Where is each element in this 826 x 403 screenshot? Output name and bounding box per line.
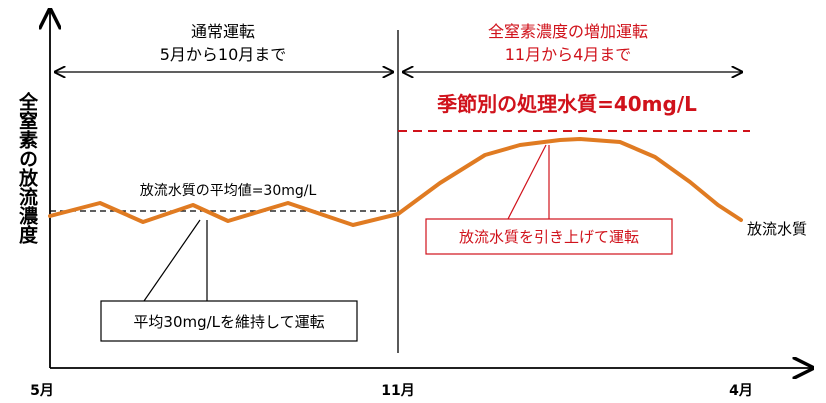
maintain-callout-box xyxy=(100,300,358,342)
x-tick-may: 5月 xyxy=(30,383,54,399)
series-label: 放流水質 xyxy=(747,220,807,238)
normal-period-range: 5月から10月まで xyxy=(160,45,287,64)
average-label: 放流水質の平均値=30mg/L xyxy=(140,183,317,199)
y-axis-label: 全窒素の放流濃度 xyxy=(16,92,38,244)
normal-period-title: 通常運転 xyxy=(191,22,255,41)
increase-period-range: 11月から4月まで xyxy=(505,45,632,64)
raise-callout-pointer-left xyxy=(507,144,547,220)
discharge-quality-line xyxy=(48,137,743,227)
raise-callout-text: 放流水質を引き上げて運転 xyxy=(459,228,639,246)
maintain-callout-text: 平均30mg/Lを維持して運転 xyxy=(133,313,324,331)
x-tick-april: 4月 xyxy=(729,383,753,399)
increase-period-title: 全窒素濃度の増加運転 xyxy=(488,22,648,41)
maintain-callout-pointer-left xyxy=(143,219,201,302)
raise-callout-box xyxy=(425,218,673,255)
x-tick-november: 11月 xyxy=(381,383,414,399)
seasonal-target-label: 季節別の処理水質=40mg/L xyxy=(436,92,697,116)
